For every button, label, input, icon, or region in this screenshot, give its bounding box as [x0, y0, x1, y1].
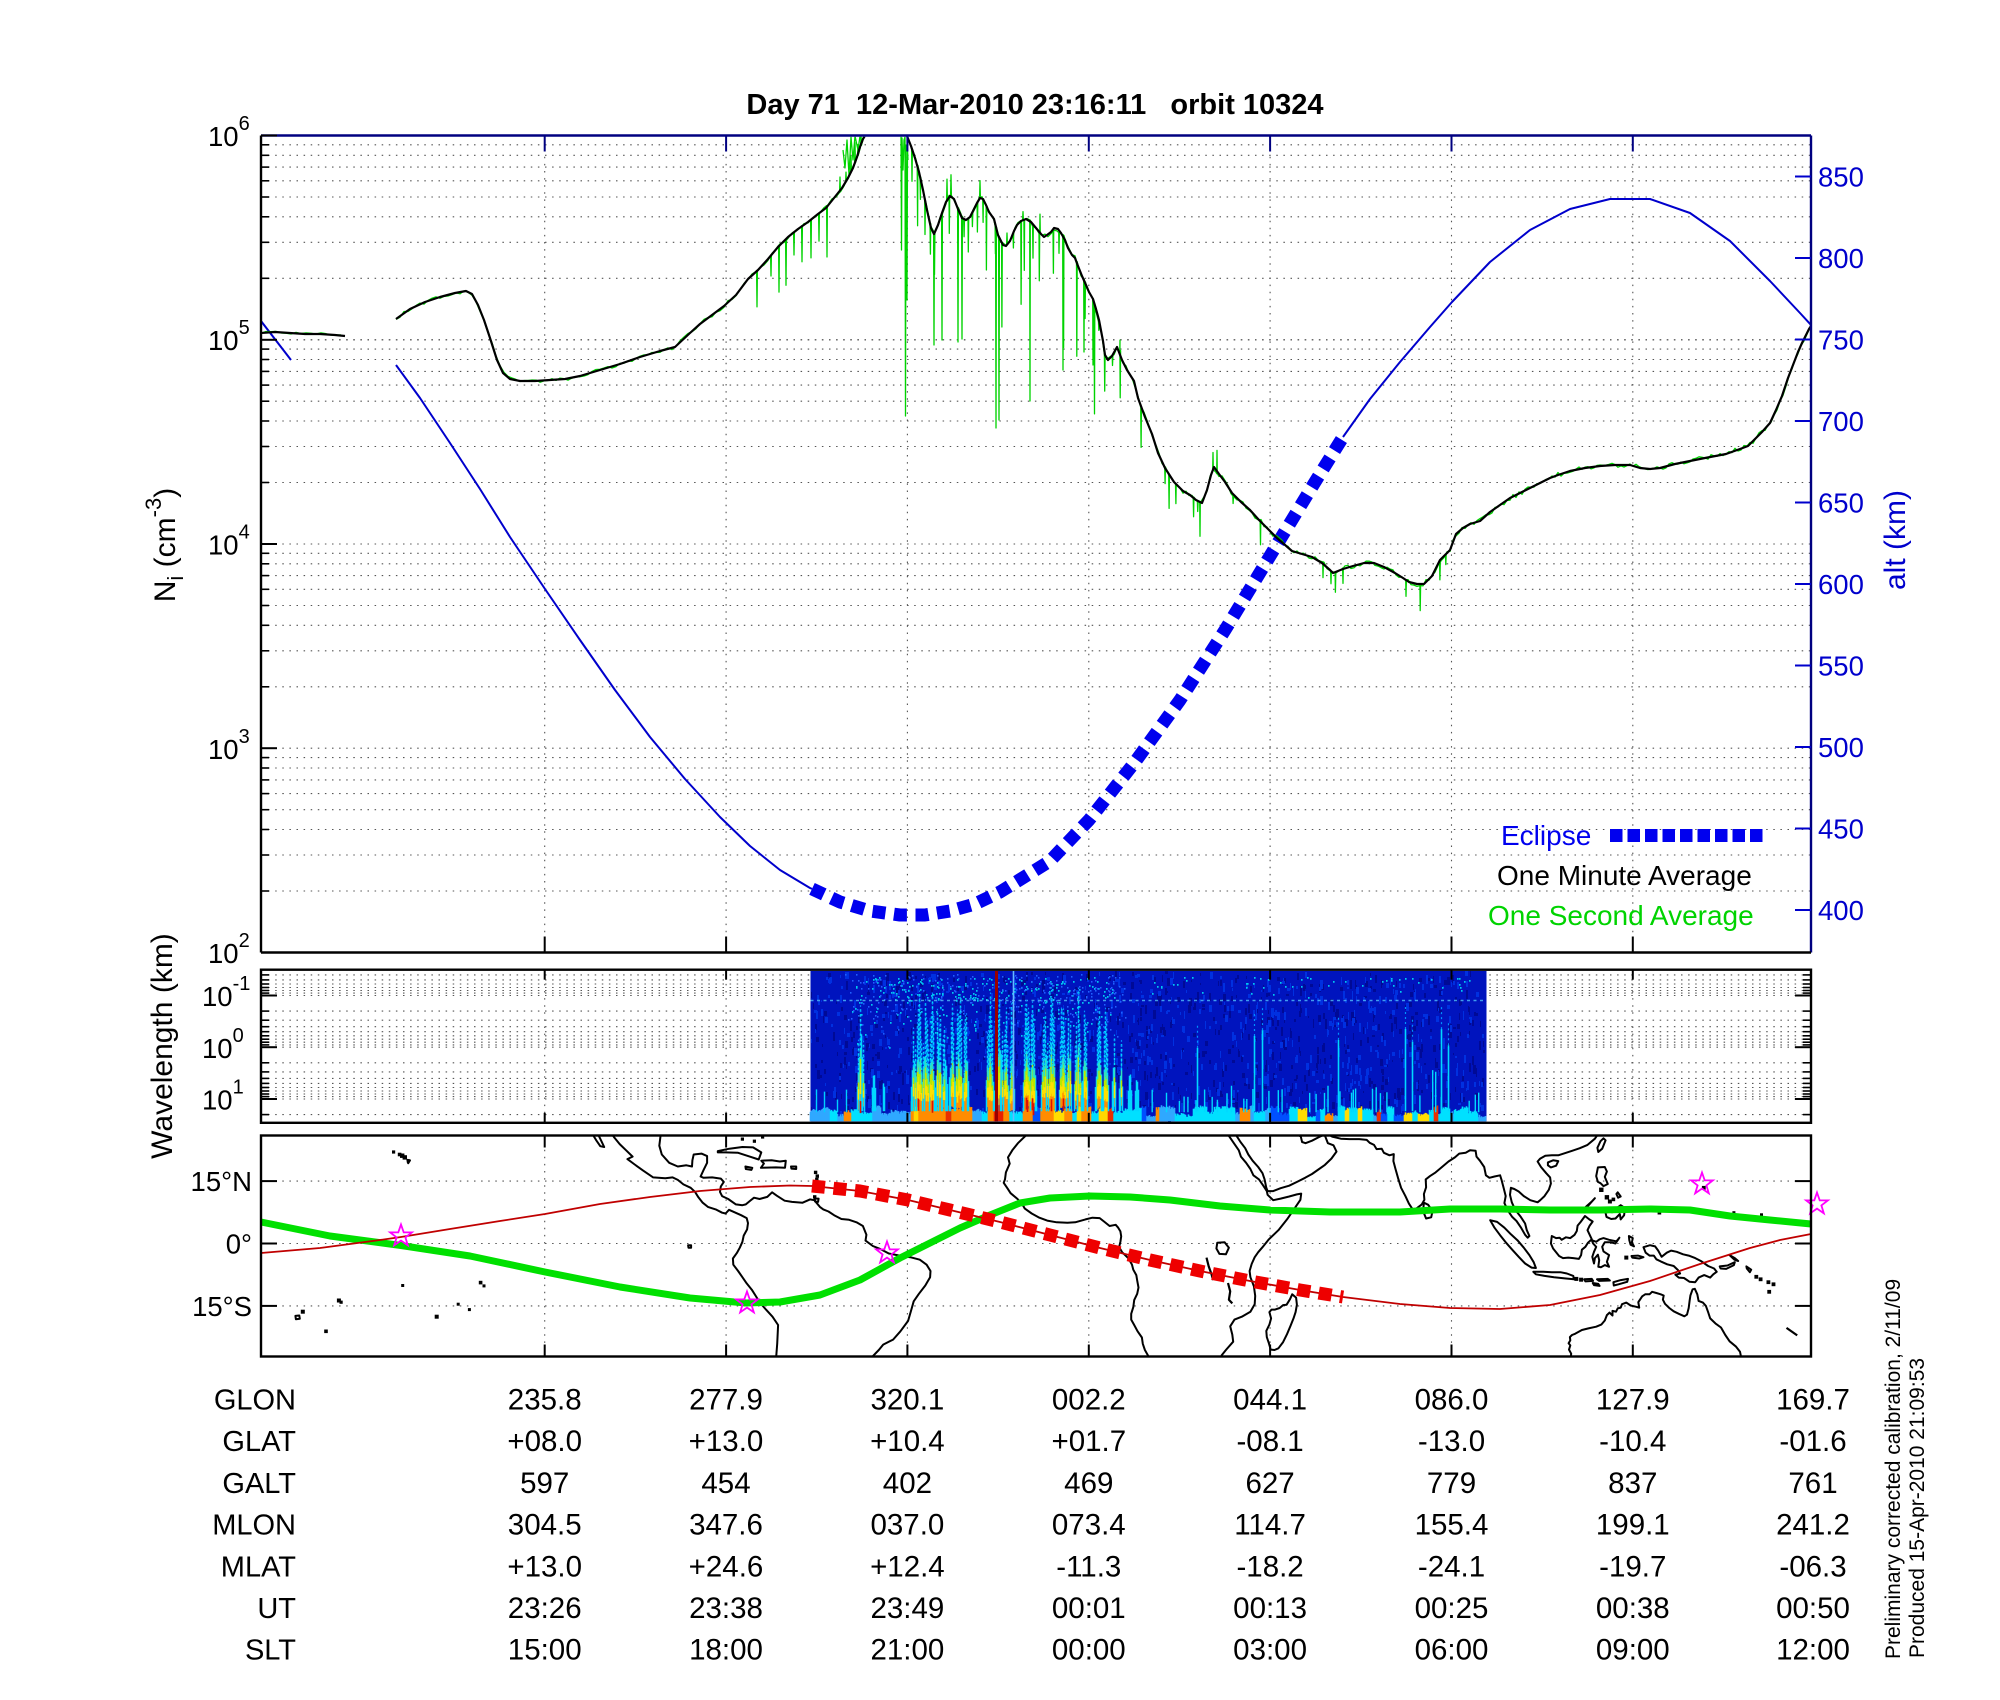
svg-text:00:50: 00:50: [1776, 1592, 1850, 1625]
svg-text:800: 800: [1818, 243, 1864, 274]
svg-text:+13.0: +13.0: [507, 1550, 582, 1583]
svg-text:169.7: 169.7: [1776, 1384, 1850, 1417]
svg-text:073.4: 073.4: [1052, 1509, 1126, 1542]
svg-text:-01.6: -01.6: [1779, 1425, 1846, 1458]
svg-text:One Second Average: One Second Average: [1488, 900, 1754, 931]
svg-text:0°: 0°: [226, 1229, 252, 1260]
svg-text:Preliminary corrected calibrat: Preliminary corrected calibration, 2/11/…: [1882, 1279, 1905, 1659]
svg-text:18:00: 18:00: [689, 1634, 763, 1667]
svg-text:+12.4: +12.4: [870, 1550, 945, 1583]
svg-text:SLT: SLT: [245, 1635, 296, 1667]
svg-text:Produced 15-Apr-2010 21:09:53: Produced 15-Apr-2010 21:09:53: [1906, 1358, 1929, 1658]
svg-text:-19.7: -19.7: [1599, 1550, 1666, 1583]
svg-text:23:38: 23:38: [689, 1592, 763, 1625]
svg-text:241.2: 241.2: [1776, 1509, 1850, 1542]
svg-text:086.0: 086.0: [1415, 1384, 1489, 1417]
svg-text:Eclipse: Eclipse: [1501, 820, 1591, 851]
svg-text:-08.1: -08.1: [1236, 1425, 1303, 1458]
svg-text:03:00: 03:00: [1233, 1634, 1307, 1667]
svg-text:469: 469: [1064, 1467, 1113, 1500]
svg-text:627: 627: [1245, 1467, 1294, 1500]
svg-text:044.1: 044.1: [1233, 1384, 1307, 1417]
svg-text:450: 450: [1818, 814, 1864, 845]
svg-text:00:38: 00:38: [1596, 1592, 1670, 1625]
svg-text:23:26: 23:26: [508, 1592, 582, 1625]
svg-text:GALT: GALT: [222, 1468, 296, 1500]
svg-text:-11.3: -11.3: [1056, 1550, 1121, 1583]
svg-text:+01.7: +01.7: [1051, 1425, 1126, 1458]
svg-text:Wavelength (km): Wavelength (km): [146, 933, 179, 1159]
svg-text:837: 837: [1608, 1467, 1657, 1500]
svg-text:-24.1: -24.1: [1418, 1550, 1485, 1583]
svg-text:277.9: 277.9: [689, 1384, 763, 1417]
svg-text:761: 761: [1788, 1467, 1837, 1500]
svg-text:+08.0: +08.0: [507, 1425, 582, 1458]
svg-text:199.1: 199.1: [1596, 1509, 1670, 1542]
svg-text:114.7: 114.7: [1234, 1509, 1306, 1542]
svg-text:320.1: 320.1: [870, 1384, 944, 1417]
svg-text:597: 597: [520, 1467, 569, 1500]
svg-text:GLAT: GLAT: [222, 1426, 296, 1458]
svg-text:500: 500: [1818, 732, 1864, 763]
svg-text:700: 700: [1818, 406, 1864, 437]
svg-text:23:49: 23:49: [870, 1592, 944, 1625]
svg-text:400: 400: [1818, 895, 1864, 926]
svg-text:alt (km): alt (km): [1879, 490, 1912, 590]
svg-text:15:00: 15:00: [508, 1634, 582, 1667]
svg-text:+10.4: +10.4: [870, 1425, 945, 1458]
svg-text:15°N: 15°N: [191, 1166, 252, 1197]
svg-text:454: 454: [701, 1467, 750, 1500]
svg-text:550: 550: [1818, 651, 1864, 682]
svg-text:347.6: 347.6: [689, 1509, 763, 1542]
svg-text:21:00: 21:00: [870, 1634, 944, 1667]
svg-text:+24.6: +24.6: [689, 1550, 764, 1583]
svg-text:UT: UT: [257, 1593, 296, 1625]
svg-text:037.0: 037.0: [870, 1509, 944, 1542]
svg-text:127.9: 127.9: [1596, 1384, 1670, 1417]
svg-text:MLON: MLON: [212, 1510, 296, 1542]
svg-text:779: 779: [1427, 1467, 1476, 1500]
svg-text:00:25: 00:25: [1415, 1592, 1489, 1625]
svg-text:00:00: 00:00: [1052, 1634, 1126, 1667]
svg-text:304.5: 304.5: [508, 1509, 582, 1542]
svg-text:00:01: 00:01: [1052, 1592, 1126, 1625]
svg-text:One Minute Average: One Minute Average: [1497, 860, 1752, 891]
svg-text:-10.4: -10.4: [1599, 1425, 1666, 1458]
svg-text:09:00: 09:00: [1596, 1634, 1670, 1667]
svg-text:235.8: 235.8: [508, 1384, 582, 1417]
svg-text:06:00: 06:00: [1415, 1634, 1489, 1667]
svg-text:15°S: 15°S: [192, 1291, 252, 1322]
svg-text:750: 750: [1818, 325, 1864, 356]
svg-text:-06.3: -06.3: [1779, 1550, 1846, 1583]
svg-text:+13.0: +13.0: [689, 1425, 764, 1458]
svg-text:002.2: 002.2: [1052, 1384, 1126, 1417]
svg-text:155.4: 155.4: [1415, 1509, 1489, 1542]
svg-text:-13.0: -13.0: [1418, 1425, 1485, 1458]
svg-text:402: 402: [883, 1467, 932, 1500]
svg-text:650: 650: [1818, 488, 1864, 519]
svg-text:850: 850: [1818, 162, 1864, 193]
svg-text:600: 600: [1818, 569, 1864, 600]
svg-text:00:13: 00:13: [1233, 1592, 1307, 1625]
svg-text:Day 71 12-Mar-2010 23:16:11: Day 71 12-Mar-2010 23:16:11 orbit 10324: [746, 89, 1323, 121]
svg-text:-18.2: -18.2: [1236, 1550, 1303, 1583]
svg-text:MLAT: MLAT: [221, 1551, 296, 1583]
svg-text:GLON: GLON: [214, 1385, 296, 1417]
svg-text:12:00: 12:00: [1776, 1634, 1850, 1667]
